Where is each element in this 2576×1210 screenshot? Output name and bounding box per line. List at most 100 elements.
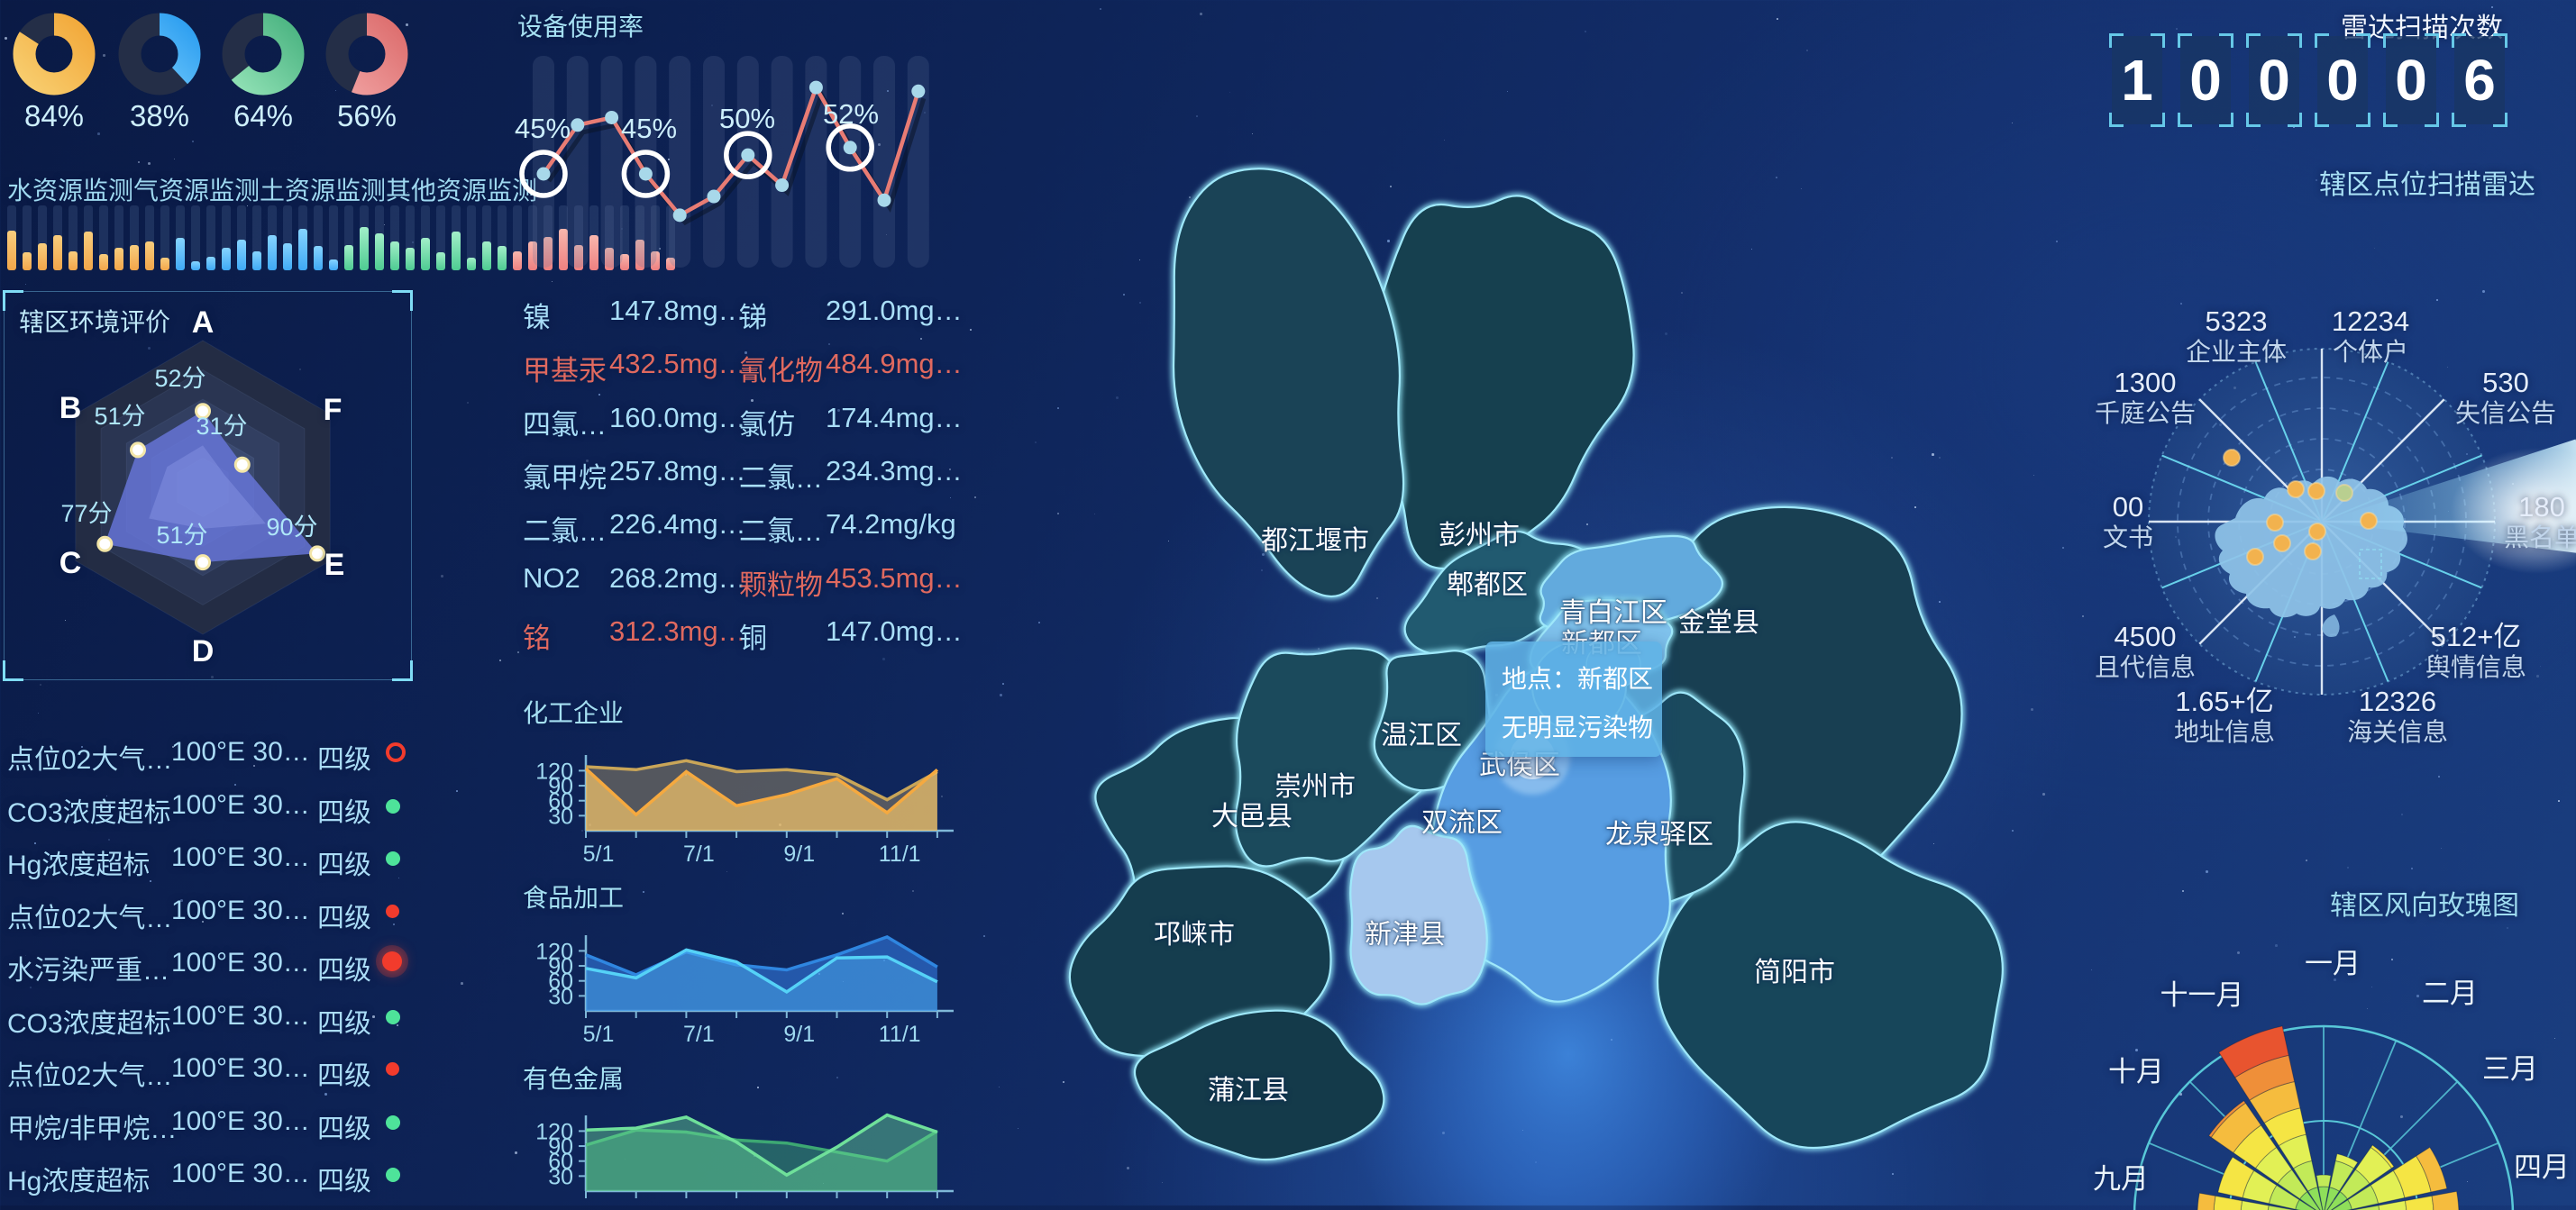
- env-radar-title: 辖区环境评价: [19, 308, 171, 336]
- alert-row[interactable]: Hg浓度超标 100°E 30… 四级: [0, 1150, 424, 1200]
- svg-text:11/1: 11/1: [879, 1202, 921, 1205]
- radar-stat-value: 1.65+亿: [2175, 686, 2274, 717]
- bar-value: [329, 259, 338, 270]
- chem-value: 147.0mg…: [826, 614, 963, 647]
- chem-value: 268.2mg…: [609, 561, 746, 594]
- bar-track: [620, 205, 629, 270]
- bracket-corner-icon: [2288, 33, 2302, 48]
- counter-digit: 0: [2395, 48, 2427, 113]
- star-dot: [1200, 13, 1202, 15]
- bar-value: [7, 231, 16, 270]
- bar-value: [298, 229, 307, 270]
- bracket-corner-icon: [2315, 113, 2329, 127]
- bar-value: [206, 257, 215, 270]
- star-dot: [983, 935, 985, 937]
- bar-track: [23, 205, 32, 270]
- panel-corner-icon: [392, 290, 413, 311]
- bar-value: [360, 227, 369, 270]
- star-dot: [2411, 868, 2414, 870]
- svg-text:5/1: 5/1: [583, 1202, 615, 1205]
- radar-stat: 12326 海关信息: [2321, 687, 2474, 747]
- bar-track: [574, 205, 583, 270]
- bar-track: [206, 205, 215, 270]
- chem-value: 74.2mg/kg: [826, 508, 956, 541]
- svg-text:45%: 45%: [621, 113, 677, 144]
- bar-track: [651, 205, 660, 270]
- bar-value: [528, 241, 537, 270]
- alert-row[interactable]: CO3浓度超标 100°E 30… 四级: [0, 992, 424, 1042]
- chem-value: 291.0mg…: [826, 295, 963, 326]
- alert-row[interactable]: 点位02大气… 100°E 30… 四级: [0, 1044, 424, 1095]
- kpi-donut: [222, 13, 305, 96]
- radar-stat-label: 且代信息: [2094, 653, 2196, 682]
- bracket-corner-icon: [2246, 33, 2261, 48]
- star-dot: [25, 284, 27, 286]
- svg-text:120: 120: [535, 759, 573, 784]
- alert-row[interactable]: 甲烷/非甲烷… 100°E 30… 四级: [0, 1097, 424, 1148]
- radar-stat: 1300 千庭公告: [2069, 368, 2222, 428]
- star-dot: [441, 575, 443, 578]
- bar-value: [191, 261, 200, 270]
- bar-value: [635, 240, 644, 270]
- map-district-新津县[interactable]: [1349, 824, 1488, 1005]
- counter-digit-box: 0: [2315, 33, 2370, 127]
- star-dot: [38, 713, 40, 714]
- bar-track: [344, 205, 353, 270]
- bar-value: [38, 243, 47, 270]
- star-dot: [2441, 848, 2443, 850]
- counter-digit-box: 0: [2246, 33, 2302, 127]
- bar-track: [222, 205, 231, 270]
- svg-text:11/1: 11/1: [879, 1022, 921, 1047]
- alert-level: 四级: [317, 903, 371, 933]
- bar-value: [222, 248, 231, 270]
- bar-value: [114, 248, 123, 270]
- alert-row[interactable]: 点位02大气… 100°E 30… 四级: [0, 887, 424, 937]
- svg-text:90: 90: [548, 774, 573, 799]
- map-district-简阳市[interactable]: [1656, 821, 2004, 1150]
- bar-track: [283, 205, 292, 270]
- radar-axis-label: E: [324, 548, 345, 582]
- radar-stat: 00 文书: [2051, 492, 2205, 552]
- chem-name: 铜: [739, 622, 767, 654]
- radar-value-label: 51分: [156, 522, 208, 549]
- star-dot: [192, 141, 194, 142]
- star-dot: [757, 1087, 759, 1088]
- radar-axis-label: A: [191, 305, 215, 340]
- svg-text:30: 30: [548, 804, 573, 829]
- bracket-corner-icon: [2356, 113, 2370, 127]
- star-dot: [1777, 18, 1778, 20]
- star-dot: [828, 343, 830, 345]
- alert-row[interactable]: CO3浓度超标 100°E 30… 四级: [0, 781, 424, 832]
- map-district-都江堰市[interactable]: [1172, 168, 1405, 598]
- alert-coordinate: 100°E 30…: [171, 948, 310, 978]
- star-dot: [1196, 115, 1198, 117]
- bracket-corner-icon: [2246, 113, 2261, 127]
- monitor-bar-area: [7, 205, 683, 270]
- bracket-corner-icon: [2356, 33, 2370, 48]
- bar-track: [130, 205, 139, 270]
- bracket-corner-icon: [2178, 113, 2192, 127]
- radar-stat: 5323 企业主体: [2160, 306, 2313, 367]
- star-dot: [1002, 683, 1004, 685]
- alert-name: 点位02大气…: [7, 745, 173, 775]
- alert-coordinate: 100°E 30…: [171, 842, 310, 872]
- alert-row[interactable]: 水污染严重… 100°E 30… 四级: [0, 939, 424, 989]
- wind-rose-month-label: 二月: [2422, 978, 2478, 1009]
- map-district-蒲江县[interactable]: [1133, 1009, 1385, 1161]
- map-district-label: 彭州市: [1439, 521, 1520, 550]
- star-dot: [2182, 890, 2185, 893]
- radar-axis-label: F: [323, 393, 343, 427]
- bar-value: [84, 232, 93, 270]
- star-dot: [842, 913, 844, 914]
- map-district-label: 崇州市: [1274, 772, 1356, 802]
- star-dot: [1018, 1128, 1019, 1129]
- kpi-donut: [325, 13, 408, 96]
- monitor-group-label: 其他资源监测: [386, 177, 538, 205]
- star-dot: [2438, 776, 2441, 778]
- bracket-corner-icon: [2493, 33, 2507, 48]
- star-dot: [103, 54, 105, 57]
- bar-value: [513, 251, 522, 270]
- alert-row[interactable]: 点位02大气… 100°E 30… 四级: [0, 728, 424, 778]
- alert-row[interactable]: Hg浓度超标 100°E 30… 四级: [0, 833, 424, 884]
- bar-value: [160, 258, 169, 270]
